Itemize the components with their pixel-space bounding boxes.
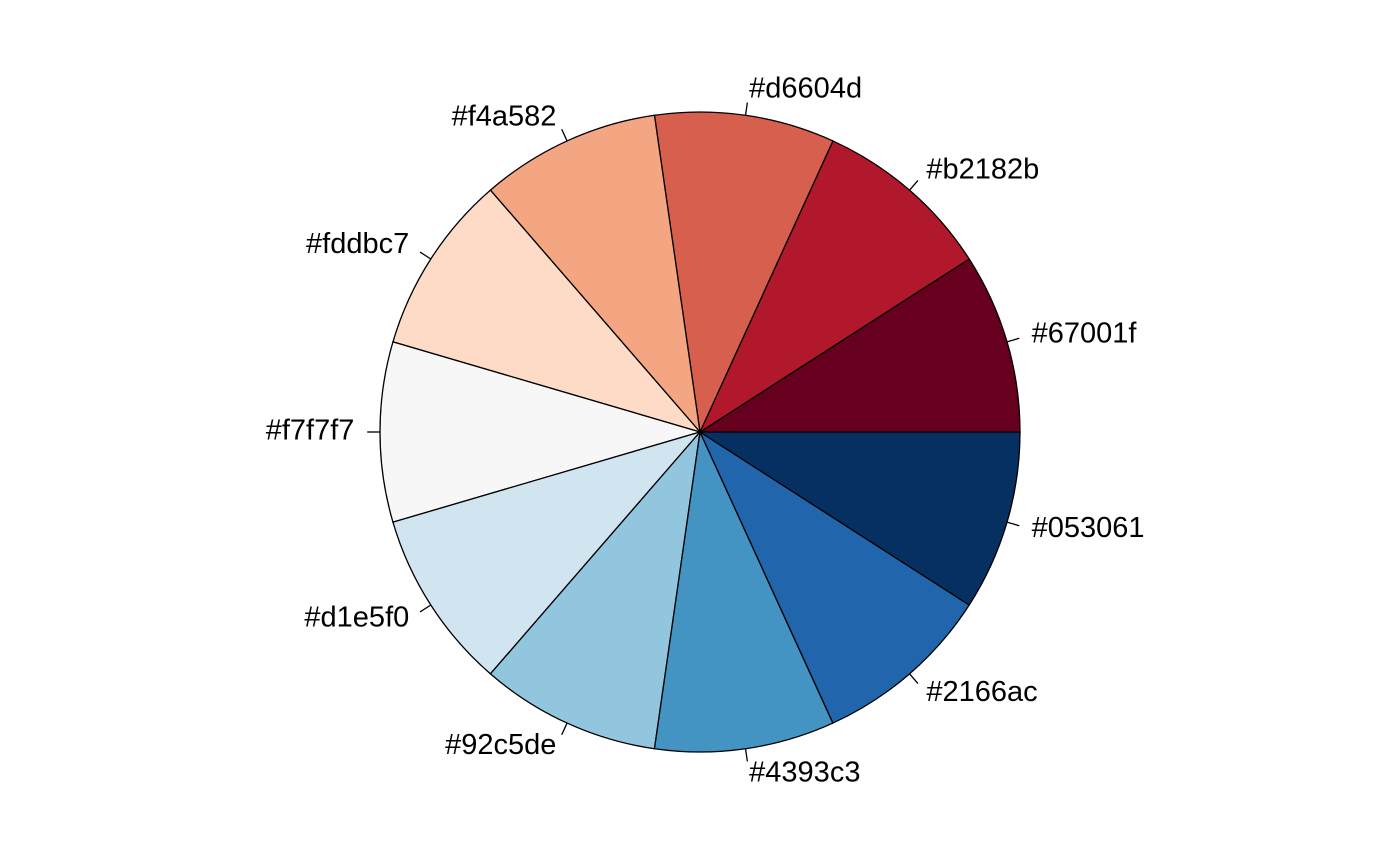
label-tick <box>1006 521 1020 527</box>
slice-label: #67001f <box>1032 317 1138 349</box>
pie-slice <box>698 430 971 724</box>
pie-slice <box>653 111 834 435</box>
slice-labels: #67001f #b2182b #d6604d #f4a582 #fddbc7 #f7f7… <box>266 73 1145 789</box>
pie-slice <box>489 429 701 750</box>
slice-label: #f7f7f7 <box>266 415 355 447</box>
slice-label: #2166ac <box>926 676 1037 708</box>
slice-label: #d6604d <box>749 73 862 105</box>
pie-slice <box>698 140 971 434</box>
label-tick <box>419 604 432 613</box>
label-tick <box>561 722 568 735</box>
label-tick <box>744 102 749 116</box>
label-tick <box>909 673 919 684</box>
label-tick <box>561 129 568 142</box>
slice-label: #fddbc7 <box>306 228 409 260</box>
label-ticks <box>367 102 1020 762</box>
pie-slice <box>392 430 702 675</box>
pie-slice <box>697 431 1021 606</box>
pie-slice <box>697 258 1021 433</box>
label-tick <box>744 748 749 762</box>
pie-slice <box>489 114 701 435</box>
slice-label: #f4a582 <box>452 100 557 132</box>
label-tick <box>419 251 432 260</box>
pie-slices <box>379 111 1021 753</box>
pie-slice <box>379 341 703 523</box>
slice-label: #053061 <box>1032 512 1145 544</box>
slice-label: #b2182b <box>926 153 1039 185</box>
pie-slice <box>653 429 834 753</box>
pie-slice <box>392 189 702 434</box>
label-tick <box>909 180 919 191</box>
slice-label: #d1e5f0 <box>304 602 409 634</box>
label-tick <box>1006 337 1020 343</box>
slice-label: #4393c3 <box>749 757 860 789</box>
slice-label: #92c5de <box>445 729 556 761</box>
